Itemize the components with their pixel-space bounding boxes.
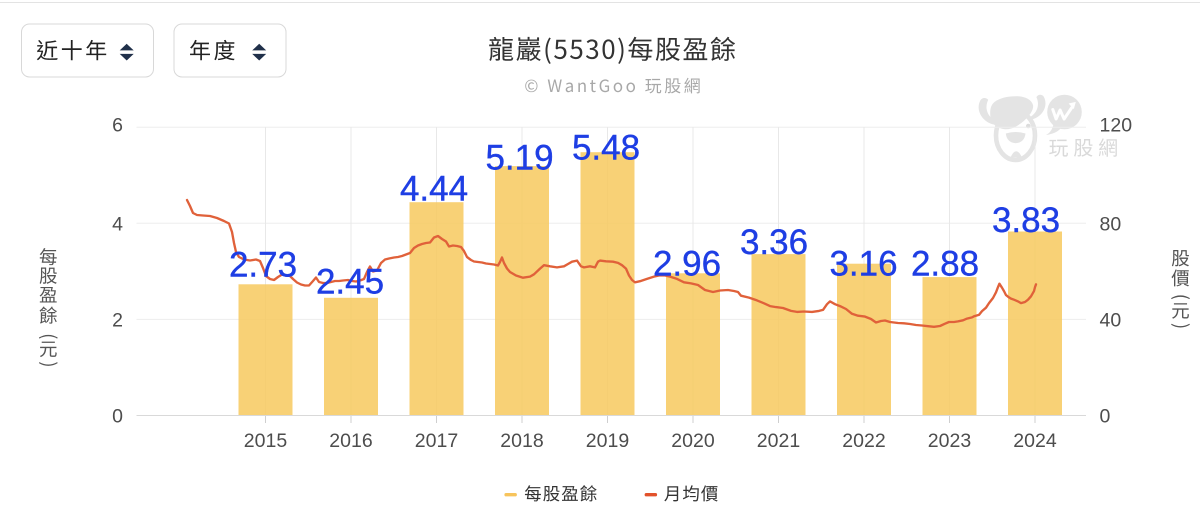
svg-text:4: 4 xyxy=(112,213,123,235)
svg-text:2023: 2023 xyxy=(928,430,971,452)
svg-text:2.45: 2.45 xyxy=(316,263,384,302)
svg-text:2020: 2020 xyxy=(671,430,715,452)
svg-text:3.36: 3.36 xyxy=(740,223,808,262)
svg-text:3.16: 3.16 xyxy=(829,245,897,284)
svg-text:2.96: 2.96 xyxy=(653,245,721,284)
svg-text:2019: 2019 xyxy=(586,430,629,452)
svg-text:2.88: 2.88 xyxy=(911,245,979,284)
svg-text:40: 40 xyxy=(1100,309,1122,331)
svg-text:2021: 2021 xyxy=(757,430,800,452)
svg-text:2024: 2024 xyxy=(1013,430,1057,452)
svg-text:0: 0 xyxy=(1100,406,1111,428)
svg-text:6: 6 xyxy=(112,115,123,137)
svg-text:2018: 2018 xyxy=(500,430,543,452)
svg-text:4.44: 4.44 xyxy=(400,170,468,209)
svg-text:2016: 2016 xyxy=(329,430,372,452)
svg-text:2.73: 2.73 xyxy=(229,245,297,284)
svg-text:3.83: 3.83 xyxy=(992,201,1060,240)
svg-text:2015: 2015 xyxy=(244,430,288,452)
svg-text:2017: 2017 xyxy=(415,430,458,452)
svg-text:0: 0 xyxy=(112,406,123,428)
svg-text:5.48: 5.48 xyxy=(572,129,640,168)
svg-text:2: 2 xyxy=(112,309,123,331)
svg-text:120: 120 xyxy=(1100,115,1133,137)
svg-text:5.19: 5.19 xyxy=(485,138,553,177)
svg-text:80: 80 xyxy=(1100,213,1122,235)
svg-text:2022: 2022 xyxy=(842,430,885,452)
